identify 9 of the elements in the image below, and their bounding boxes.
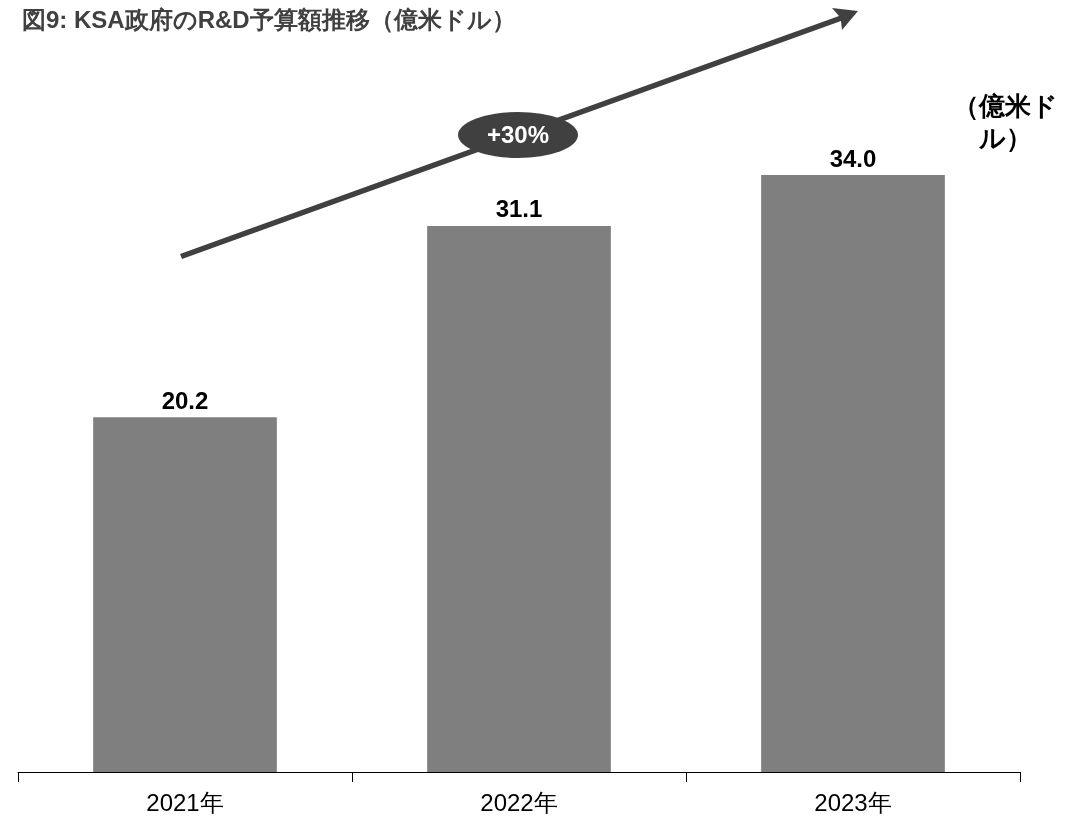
x-tick-label: 2022年 [480,788,558,816]
y-axis-title: （億米ドル） [951,90,1059,154]
text: +30% [458,112,578,158]
chart-title: 図9: KSA政府のR&D予算額推移（億米ドル） [22,5,516,35]
data-label: 31.1 [495,195,543,223]
x-tick-label: 2021年 [146,788,224,816]
x-tick-label: 2023年 [814,788,892,816]
data-label: 34.0 [829,144,877,172]
data-label: 20.2 [161,386,209,414]
